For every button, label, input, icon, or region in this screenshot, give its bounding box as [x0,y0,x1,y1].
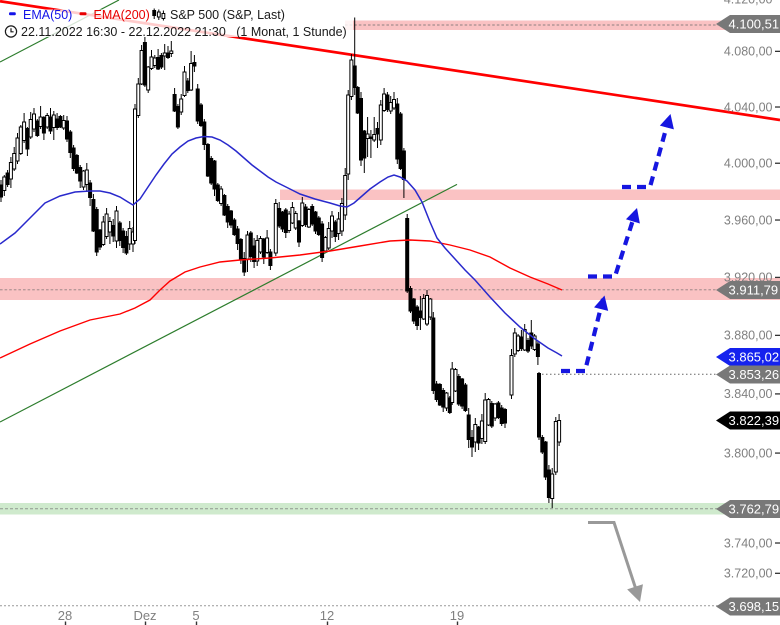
svg-text:4.040,00: 4.040,00 [724,100,773,114]
svg-text:28: 28 [58,608,72,623]
svg-text:3.840,00: 3.840,00 [724,387,773,401]
svg-text:5: 5 [192,608,199,623]
svg-text:3.911,79: 3.911,79 [729,283,779,298]
svg-text:3.720,00: 3.720,00 [724,567,773,581]
svg-text:19: 19 [450,608,464,623]
svg-text:EMA(200): EMA(200) [94,8,150,22]
svg-text:3.960,00: 3.960,00 [724,213,773,227]
svg-text:12: 12 [320,608,334,623]
svg-text:3.880,00: 3.880,00 [724,329,773,343]
svg-text:4.000,00: 4.000,00 [724,157,773,171]
svg-text:4.100,51: 4.100,51 [729,17,780,32]
svg-text:S&P 500 (S&P, Last): S&P 500 (S&P, Last) [170,8,285,22]
svg-text:Dez: Dez [133,608,156,623]
svg-text:3.822,39: 3.822,39 [729,413,780,428]
svg-text:4.120,00: 4.120,00 [724,0,773,6]
svg-text:3.698,15: 3.698,15 [729,599,780,614]
svg-text:3.740,00: 3.740,00 [724,536,773,550]
svg-text:3.800,00: 3.800,00 [724,446,773,460]
svg-text:22.11.2022 16:30 - 22.12.2022: 22.11.2022 16:30 - 22.12.2022 21:30 (1 M… [21,25,347,39]
svg-text:EMA(50): EMA(50) [23,8,72,22]
svg-text:3.865,02: 3.865,02 [729,350,780,365]
svg-text:3.853,26: 3.853,26 [729,367,780,382]
svg-text:4.080,00: 4.080,00 [724,45,773,59]
svg-text:3.762,79: 3.762,79 [729,502,780,517]
